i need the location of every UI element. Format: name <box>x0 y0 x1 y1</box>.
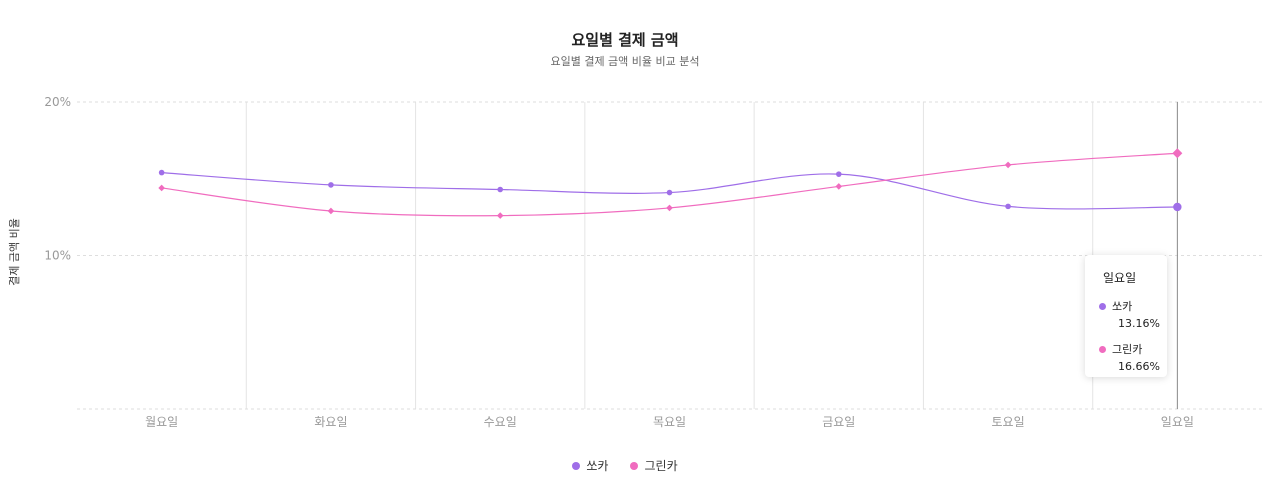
data-point-series-1 <box>158 184 165 192</box>
tooltip-series-socar: 쏘카 <box>1112 300 1133 313</box>
data-point-series-0 <box>497 186 504 193</box>
data-point-series-1 <box>666 204 673 212</box>
x-tick-label: 토요일 <box>992 415 1025 429</box>
tooltip-value-greencar: 16.66% <box>1118 360 1160 373</box>
legend-item-socar[interactable]: 쏘카 <box>572 457 608 474</box>
y-tick-label: 20% <box>44 95 71 109</box>
x-tick-label: 월요일 <box>145 415 178 429</box>
data-point-series-1 <box>327 207 335 215</box>
x-tick-label: 금요일 <box>822 415 855 429</box>
tooltip-value-socar: 13.16% <box>1118 317 1160 330</box>
data-point-series-0 <box>328 182 334 188</box>
chart-subtitle: 요일별 결제 금액 비율 비교 분석 <box>550 55 700 68</box>
data-point-series-0 <box>835 171 842 177</box>
data-point-series-0 <box>158 169 165 176</box>
y-tick-label: 10% <box>44 249 71 263</box>
tooltip-marker-greencar <box>1099 345 1106 353</box>
data-point-series-1 <box>1172 148 1183 159</box>
legend-marker-greencar <box>630 461 639 470</box>
tooltip: 일요일 쏘카 13.16% 그린카 16.66% <box>1085 255 1167 377</box>
tooltip-series-greencar: 그린카 <box>1112 343 1143 356</box>
data-point-series-1 <box>835 183 843 190</box>
tooltip-row-greencar: 그린카 <box>1099 341 1157 357</box>
tooltip-row-socar: 쏘카 <box>1099 298 1157 314</box>
legend-marker-socar <box>572 461 581 470</box>
data-point-series-1 <box>1004 161 1012 169</box>
tooltip-title: 일요일 <box>1103 271 1137 285</box>
legend-item-greencar[interactable]: 그린카 <box>630 457 678 474</box>
chart-title: 요일별 결제 금액 <box>571 31 679 49</box>
legend-label-socar: 쏘카 <box>586 459 609 473</box>
x-tick-label: 목요일 <box>653 415 686 429</box>
x-tick-label: 화요일 <box>314 415 347 429</box>
data-point-series-1 <box>496 212 504 219</box>
data-point-series-0 <box>1005 203 1011 210</box>
data-point-series-0 <box>1173 202 1182 212</box>
legend-label-greencar: 그린카 <box>644 459 678 473</box>
data-point-series-0 <box>666 189 673 196</box>
legend: 쏘카 그린카 <box>0 457 1250 474</box>
x-tick-label: 일요일 <box>1161 415 1194 429</box>
tooltip-marker-socar <box>1099 302 1106 310</box>
x-tick-label: 수요일 <box>484 415 517 429</box>
